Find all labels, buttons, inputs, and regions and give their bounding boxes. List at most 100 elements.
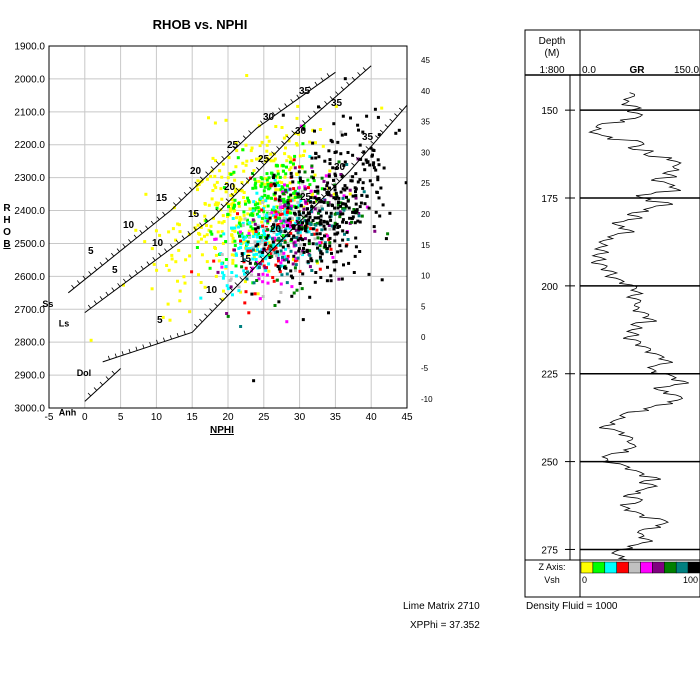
lithology-tick xyxy=(117,283,121,287)
lithology-tick xyxy=(111,287,115,292)
lithology-tick xyxy=(199,318,203,323)
scatter-point xyxy=(161,315,165,319)
scatter-point xyxy=(240,234,244,238)
scatter-point xyxy=(261,206,265,210)
scatter-point xyxy=(278,264,282,268)
scatter-point xyxy=(221,297,225,301)
scatter-point xyxy=(279,205,283,209)
scatter-point xyxy=(317,211,320,215)
scatter-point xyxy=(376,158,380,162)
color-scale-swatch xyxy=(675,561,689,574)
scatter-point xyxy=(319,218,323,222)
x-tick-label: 45 xyxy=(401,412,413,423)
scatter-point xyxy=(253,292,257,296)
scatter-point xyxy=(260,220,264,224)
scatter-point xyxy=(255,252,258,256)
scatter-point xyxy=(309,223,313,226)
scatter-point xyxy=(246,253,250,257)
scatter-point xyxy=(301,221,304,225)
scatter-point xyxy=(216,270,220,274)
scatter-point xyxy=(350,217,354,220)
lithology-tick xyxy=(281,140,285,145)
scatter-point xyxy=(286,199,290,202)
scatter-point xyxy=(310,193,314,197)
scatter-point xyxy=(275,250,279,254)
scatter-point xyxy=(243,200,247,203)
scatter-point xyxy=(275,223,279,227)
scatter-point xyxy=(177,248,181,252)
scatter-point xyxy=(258,262,262,266)
scatter-point xyxy=(358,205,362,209)
scatter-point xyxy=(281,245,285,249)
lithology-tick xyxy=(105,291,109,296)
scatter-point xyxy=(275,254,278,258)
scatter-point xyxy=(323,241,327,245)
porosity-label: 10 xyxy=(206,285,218,296)
scatter-point xyxy=(265,178,269,182)
scatter-point xyxy=(333,206,337,210)
scatter-point xyxy=(303,149,307,153)
scatter-point xyxy=(209,224,213,228)
scatter-point xyxy=(286,188,290,192)
scatter-point xyxy=(239,246,243,250)
scatter-point xyxy=(174,260,178,264)
color-scale-swatch xyxy=(604,561,617,574)
scatter-point xyxy=(237,285,241,289)
scatter-point xyxy=(257,273,261,277)
scatter-point xyxy=(240,232,244,236)
scatter-point xyxy=(274,210,278,214)
scatter-point xyxy=(295,116,299,120)
lithology-tick xyxy=(318,105,322,110)
scatter-point xyxy=(289,193,293,197)
scatter-point xyxy=(254,227,258,231)
scatter-point xyxy=(280,222,284,226)
scatter-point xyxy=(377,196,381,200)
scatter-point xyxy=(313,216,317,220)
scatter-point xyxy=(278,242,282,246)
lithology-tick xyxy=(229,287,233,291)
scatter-point xyxy=(267,253,271,257)
scatter-point xyxy=(243,272,246,276)
scatter-point xyxy=(257,209,261,213)
scatter-point xyxy=(337,277,341,281)
scatter-point xyxy=(308,265,312,269)
scatter-point xyxy=(212,259,216,263)
scatter-point xyxy=(282,136,286,140)
scatter-point xyxy=(341,229,345,233)
scatter-point xyxy=(274,125,278,128)
scatter-point xyxy=(256,206,260,210)
scatter-point xyxy=(343,206,347,210)
scatter-point xyxy=(211,156,215,160)
scatter-point xyxy=(277,259,280,263)
scatter-point xyxy=(273,191,277,195)
scatter-point xyxy=(288,209,291,213)
scatter-point xyxy=(242,260,246,264)
scatter-point xyxy=(311,128,315,132)
scatter-point xyxy=(298,165,302,169)
scatter-point xyxy=(266,247,270,251)
lithology-tick xyxy=(146,261,150,266)
scatter-point xyxy=(268,212,272,216)
scatter-point xyxy=(325,211,328,215)
scatter-point xyxy=(233,229,237,233)
scatter-point xyxy=(268,218,272,222)
scatter-point xyxy=(197,183,201,186)
scatter-point xyxy=(281,255,284,259)
scatter-point xyxy=(256,224,260,228)
scatter-point xyxy=(327,149,331,153)
scatter-point xyxy=(299,179,302,183)
right-axis-tick-label: 15 xyxy=(421,241,430,250)
lithology-tick xyxy=(329,96,333,100)
scatter-point xyxy=(178,299,182,303)
scatter-point xyxy=(251,248,255,252)
porosity-label: 30 xyxy=(295,126,307,137)
scatter-point xyxy=(329,274,333,278)
scatter-point xyxy=(239,325,243,328)
scatter-point xyxy=(271,252,275,256)
scatter-point xyxy=(343,188,347,192)
scatter-point xyxy=(298,154,302,158)
scatter-point xyxy=(285,184,289,188)
scatter-point xyxy=(282,192,286,196)
scatter-point xyxy=(291,262,295,266)
scatter-point xyxy=(294,269,297,273)
